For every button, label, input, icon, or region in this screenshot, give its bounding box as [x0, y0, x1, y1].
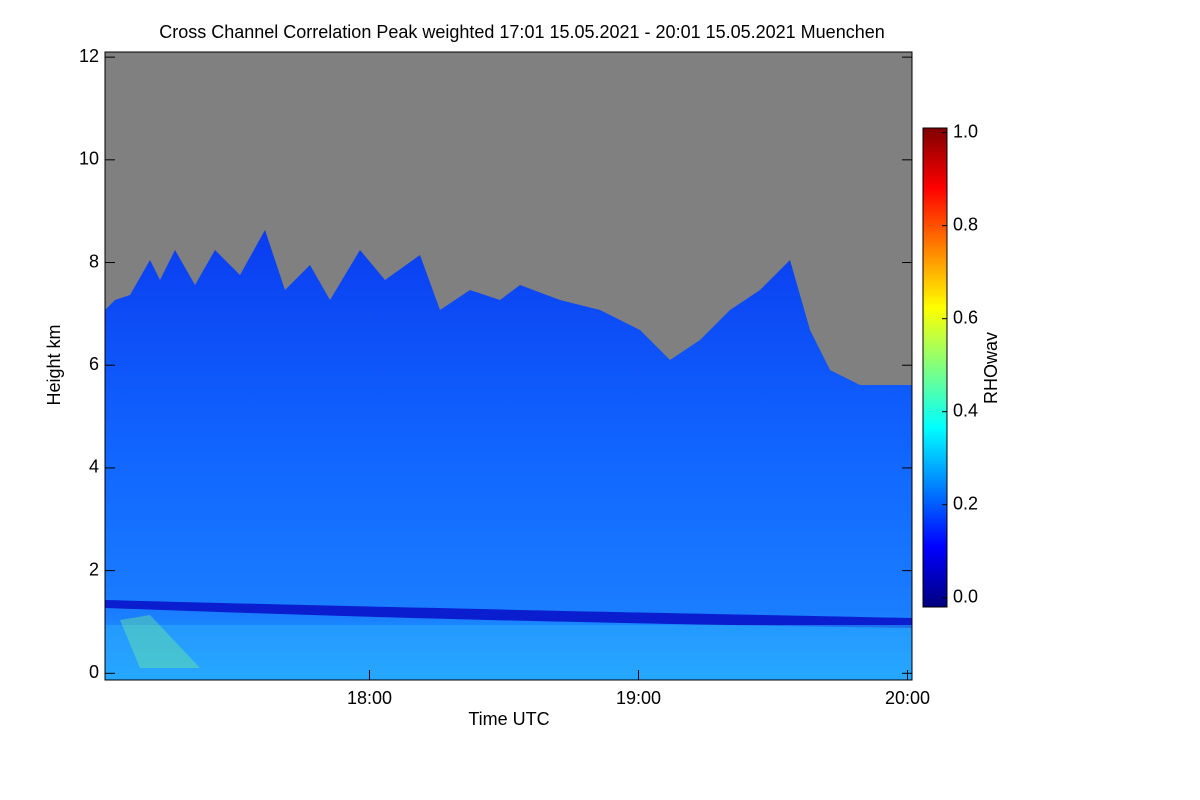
y-tick-label: 0	[89, 662, 99, 682]
colorbar-tick-label: 0.2	[953, 493, 978, 513]
boundary-layer	[105, 625, 912, 680]
y-axis-label: Height km	[44, 324, 64, 405]
y-tick-label: 2	[89, 559, 99, 579]
x-tick-label: 20:00	[885, 688, 930, 708]
heatmap-image	[105, 52, 912, 680]
colorbar-tick-label: 0.4	[953, 400, 978, 420]
x-tick-label: 19:00	[616, 688, 661, 708]
colorbar-tick-label: 0.0	[953, 586, 978, 606]
layer-band	[105, 600, 912, 628]
y-tick-label: 10	[79, 149, 99, 169]
colorbar-tick-label: 1.0	[953, 121, 978, 141]
y-tick-label: 6	[89, 354, 99, 374]
signal-region	[105, 230, 912, 680]
y-tick-label: 4	[89, 457, 99, 477]
low-cloud	[120, 615, 200, 668]
x-tick-label: 18:00	[347, 688, 392, 708]
colorbar-tick-label: 0.8	[953, 214, 978, 234]
colorbar-tick-label: 0.6	[953, 307, 978, 327]
x-axis-label: Time UTC	[468, 709, 549, 729]
chart-title: Cross Channel Correlation Peak weighted …	[159, 22, 885, 42]
y-tick-label: 12	[79, 46, 99, 66]
colorbar	[922, 127, 948, 608]
y-tick-label: 8	[89, 251, 99, 271]
colorbar-label: RHOwav	[981, 332, 1001, 404]
plot-frame	[104, 51, 913, 681]
